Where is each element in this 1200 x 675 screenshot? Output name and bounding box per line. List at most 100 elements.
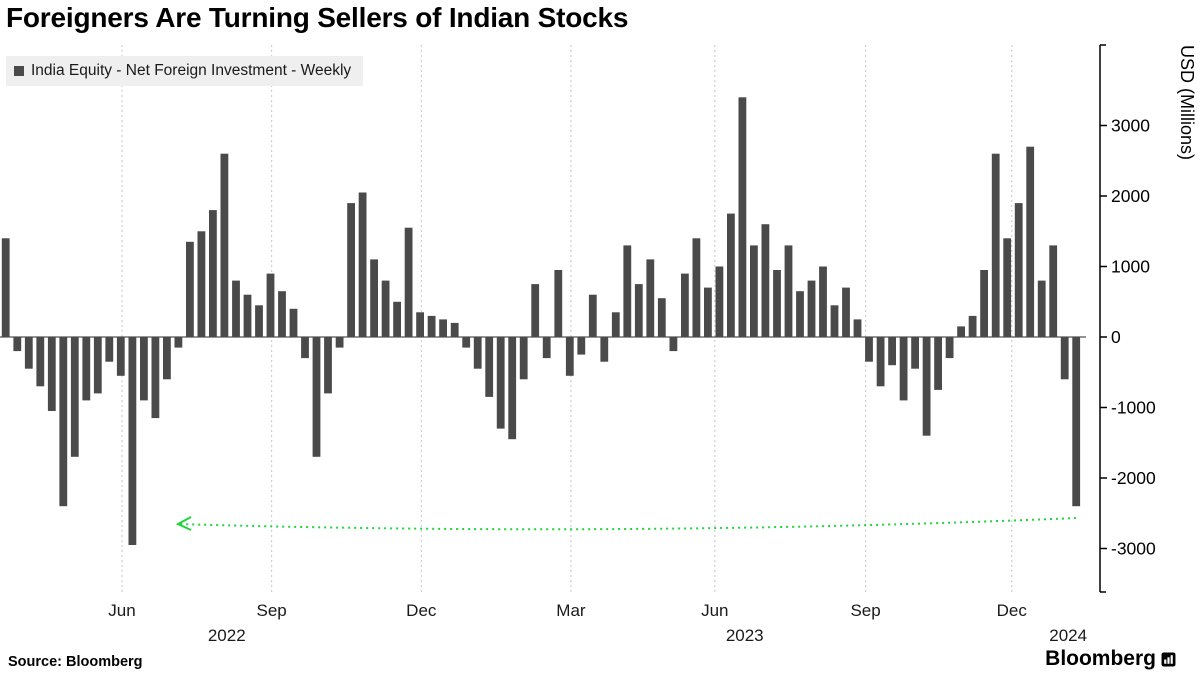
bloomberg-terminal-icon <box>1161 652 1176 666</box>
bar <box>82 337 91 401</box>
bar <box>163 337 171 380</box>
bar <box>519 337 528 380</box>
bar <box>945 337 954 359</box>
bar <box>957 326 965 337</box>
bar <box>1 238 10 337</box>
legend-marker-icon <box>14 66 24 76</box>
bar <box>704 287 712 337</box>
bar <box>24 337 33 369</box>
bar <box>1037 280 1046 337</box>
source-attribution: Source: Bloomberg <box>8 654 143 670</box>
bar <box>865 337 873 362</box>
y-axis-title: USD (Millions) <box>1177 45 1197 161</box>
bar <box>542 337 551 359</box>
bar <box>393 301 401 338</box>
bar <box>876 337 885 387</box>
bar <box>554 270 563 337</box>
bar <box>577 337 586 355</box>
bar <box>324 337 332 394</box>
bar <box>911 337 919 369</box>
bar <box>773 270 781 337</box>
bar <box>750 245 758 337</box>
bar <box>727 213 735 337</box>
bar <box>186 241 194 337</box>
y-tick-label: 2000 <box>1111 186 1150 206</box>
legend-label: India Equity - Net Foreign Investment - … <box>31 62 352 79</box>
bar <box>335 337 344 348</box>
x-tick-label: Mar <box>556 601 586 620</box>
y-tick-label: -2000 <box>1111 468 1156 488</box>
bar <box>312 337 321 457</box>
bar <box>922 337 931 436</box>
bar <box>59 337 68 507</box>
bar <box>761 224 770 337</box>
bar <box>174 337 183 348</box>
bar <box>934 337 942 390</box>
bar <box>13 337 22 352</box>
bar <box>980 270 988 337</box>
annotation-arrowhead <box>175 516 192 531</box>
x-year-label: 2022 <box>208 626 246 645</box>
bar <box>738 97 747 337</box>
bar <box>853 319 862 337</box>
bar <box>128 337 137 545</box>
x-tick-label: Jun <box>701 601 728 620</box>
bar <box>358 192 367 337</box>
bar <box>301 337 309 359</box>
bar <box>1026 146 1035 337</box>
bloomberg-logo: Bloomberg <box>1045 647 1176 671</box>
bar <box>404 227 413 337</box>
bar <box>381 280 390 337</box>
bar <box>715 266 724 337</box>
bar <box>830 305 839 337</box>
bar <box>1014 203 1023 337</box>
bar <box>657 298 666 337</box>
bar <box>819 266 827 337</box>
bar <box>600 337 609 362</box>
bar <box>105 337 114 362</box>
bar <box>1049 245 1058 337</box>
bar <box>462 337 471 348</box>
bar <box>807 280 816 337</box>
x-tick-label: Dec <box>997 601 1028 620</box>
x-tick-label: Sep <box>850 601 880 620</box>
bar <box>70 337 79 457</box>
bar <box>427 315 436 337</box>
bar <box>611 312 620 337</box>
bar <box>669 337 678 352</box>
bar <box>450 322 459 337</box>
bar <box>796 291 804 337</box>
bar <box>140 337 148 401</box>
bar <box>197 231 206 337</box>
bar <box>1060 337 1069 380</box>
x-year-label: 2024 <box>1049 626 1087 645</box>
bar <box>255 305 263 337</box>
y-tick-label: 0 <box>1111 327 1121 347</box>
bar <box>565 337 574 376</box>
y-tick-label: 3000 <box>1111 116 1150 136</box>
bar <box>1003 238 1012 337</box>
bar <box>370 259 378 337</box>
bar <box>220 153 229 337</box>
bar <box>508 337 517 440</box>
bar <box>991 153 1000 337</box>
bar <box>646 259 655 337</box>
y-tick-label: 1000 <box>1111 257 1150 277</box>
bar <box>968 315 977 337</box>
bar <box>289 308 298 337</box>
legend: India Equity - Net Foreign Investment - … <box>6 56 364 86</box>
bar <box>347 203 355 337</box>
bar <box>888 337 896 366</box>
x-tick-label: Sep <box>257 601 287 620</box>
bar <box>151 337 160 419</box>
bar <box>278 291 286 337</box>
bar <box>623 245 632 337</box>
bar <box>47 337 56 411</box>
x-tick-label: Dec <box>406 601 437 620</box>
bar <box>93 337 102 394</box>
bar <box>416 312 424 337</box>
bar <box>36 337 45 387</box>
bar <box>116 337 125 376</box>
